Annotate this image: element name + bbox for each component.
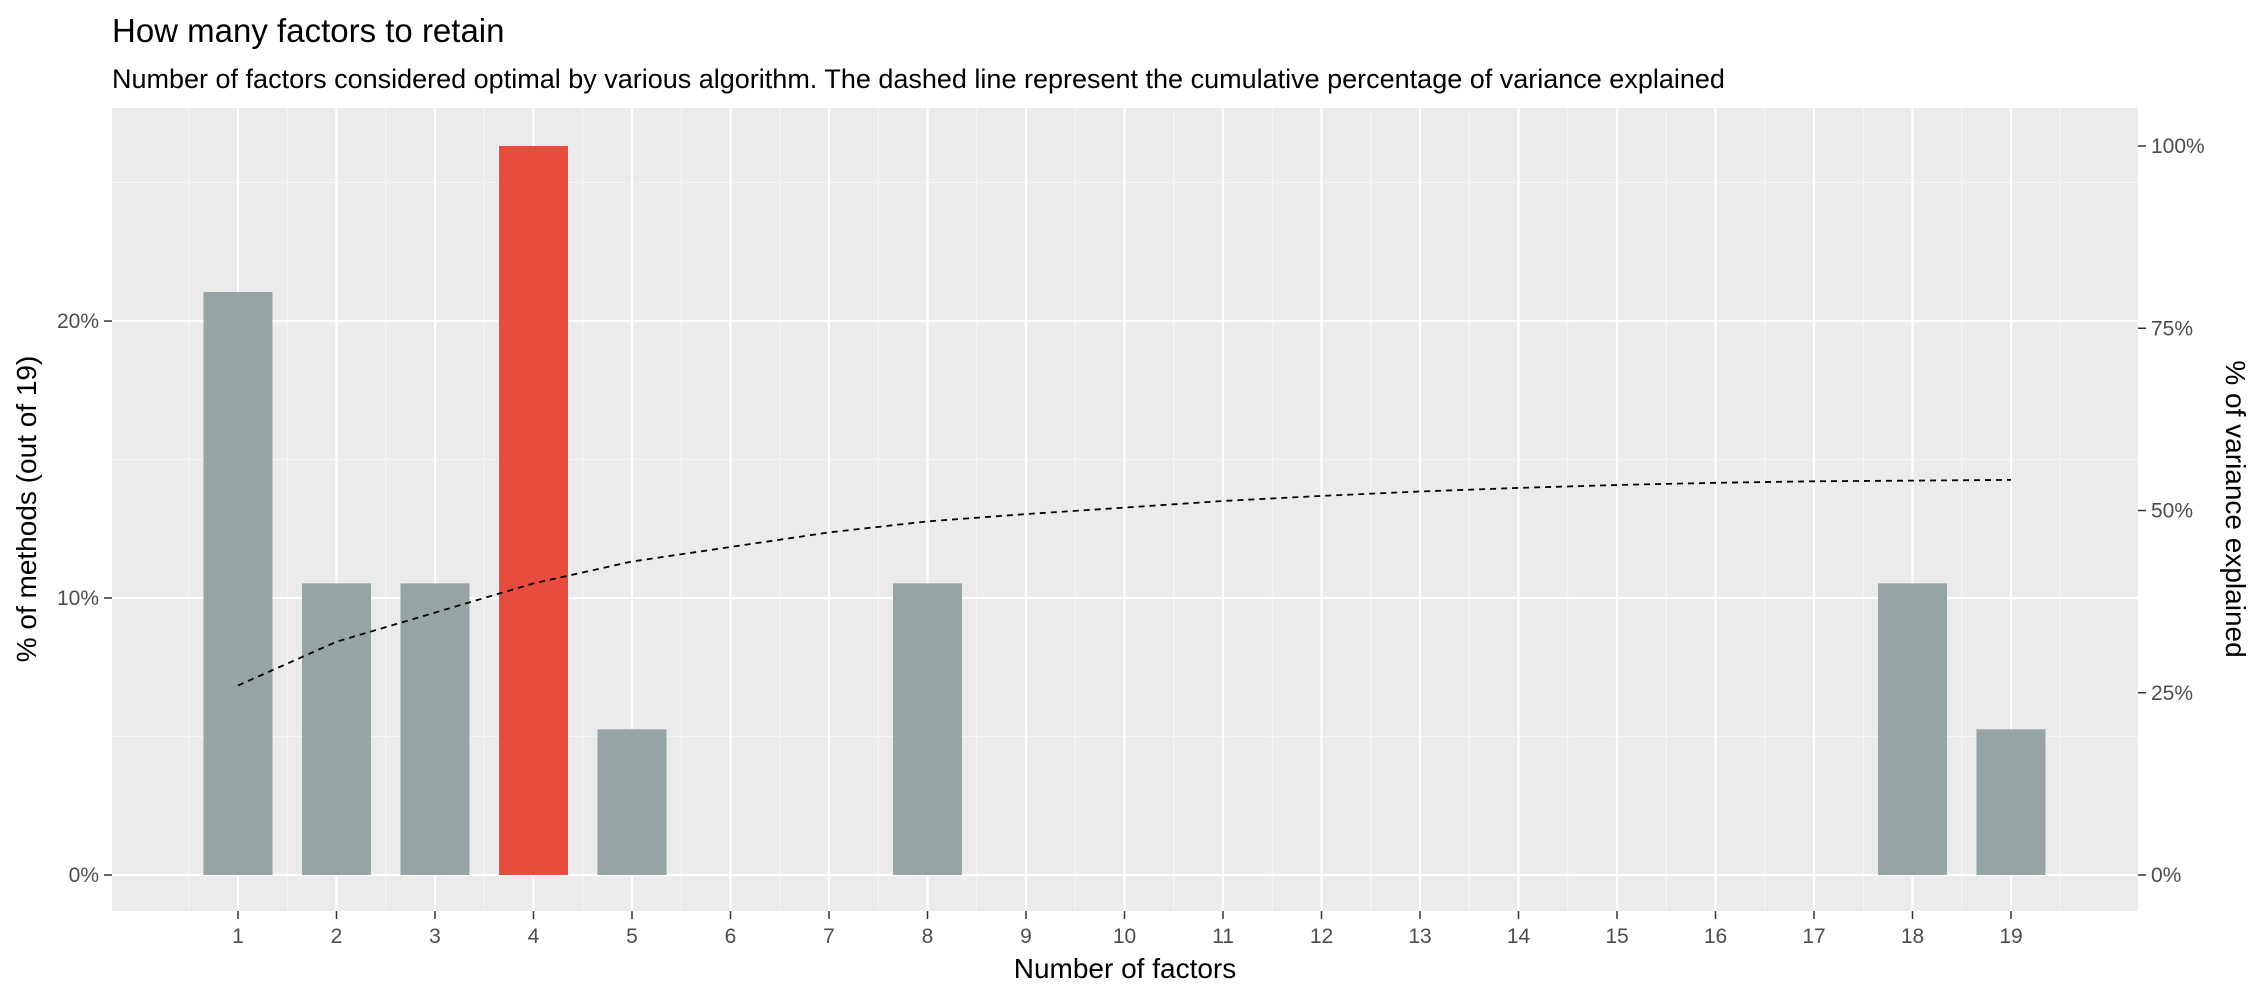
cumulative-variance-line-group — [237, 479, 2012, 687]
y-tick-label: 0% — [69, 864, 99, 887]
x-tick-label: 16 — [1704, 925, 1727, 948]
chart-subtitle: Number of factors considered optimal by … — [112, 64, 1725, 94]
x-tick-label: 1 — [232, 925, 244, 948]
x-tick-label: 10 — [1113, 925, 1136, 948]
bar-18 — [1878, 583, 1947, 875]
y-axis-left: 0% 10% 20% — [57, 310, 112, 887]
x-tick-label: 17 — [1802, 925, 1825, 948]
bar-5 — [597, 729, 667, 875]
bars — [203, 146, 2046, 875]
bar-19 — [1976, 729, 2046, 875]
y2-tick-label: 75% — [2151, 317, 2193, 340]
chart-title: How many factors to retain — [112, 12, 505, 49]
y2-axis-title: % of variance explained — [2220, 360, 2251, 657]
bar-3 — [400, 583, 470, 875]
x-tick-label: 3 — [429, 925, 441, 948]
x-tick-label: 8 — [922, 925, 934, 948]
x-tick-label: 6 — [725, 925, 737, 948]
x-tick-label: 13 — [1408, 925, 1431, 948]
bar-1 — [203, 291, 273, 875]
y-tick-label: 20% — [57, 310, 99, 333]
bar-8 — [893, 583, 962, 875]
x-tick-label: 12 — [1310, 925, 1333, 948]
y2-tick-label: 0% — [2151, 864, 2181, 887]
bar-2 — [302, 583, 371, 875]
x-axis: 1 2 3 4 5 6 7 8 9 10 11 12 13 14 15 16 17 18 19 — [232, 911, 2023, 948]
x-tick-label: 15 — [1605, 925, 1628, 948]
bar-4 — [499, 146, 568, 875]
x-tick-label: 2 — [331, 925, 343, 948]
y2-tick-label: 50% — [2151, 500, 2193, 523]
x-axis-title: Number of factors — [1014, 953, 1237, 984]
x-tick-label: 14 — [1507, 925, 1531, 948]
x-tick-label: 5 — [626, 925, 638, 948]
y-axis-right: 0% 25% 50% 75% 100% — [2138, 135, 2205, 887]
x-tick-label: 18 — [1901, 925, 1924, 948]
cumulative-variance-line — [237, 479, 2012, 687]
x-tick-label: 9 — [1020, 925, 1032, 948]
x-tick-label: 7 — [823, 925, 835, 948]
y-tick-label: 10% — [57, 587, 99, 610]
y-axis-title: % of methods (out of 19) — [11, 356, 42, 663]
y2-tick-label: 25% — [2151, 682, 2193, 705]
x-tick-label: 4 — [528, 925, 540, 948]
x-tick-label: 11 — [1212, 925, 1234, 948]
y2-tick-label: 100% — [2151, 135, 2205, 158]
x-tick-label: 19 — [1999, 925, 2022, 948]
